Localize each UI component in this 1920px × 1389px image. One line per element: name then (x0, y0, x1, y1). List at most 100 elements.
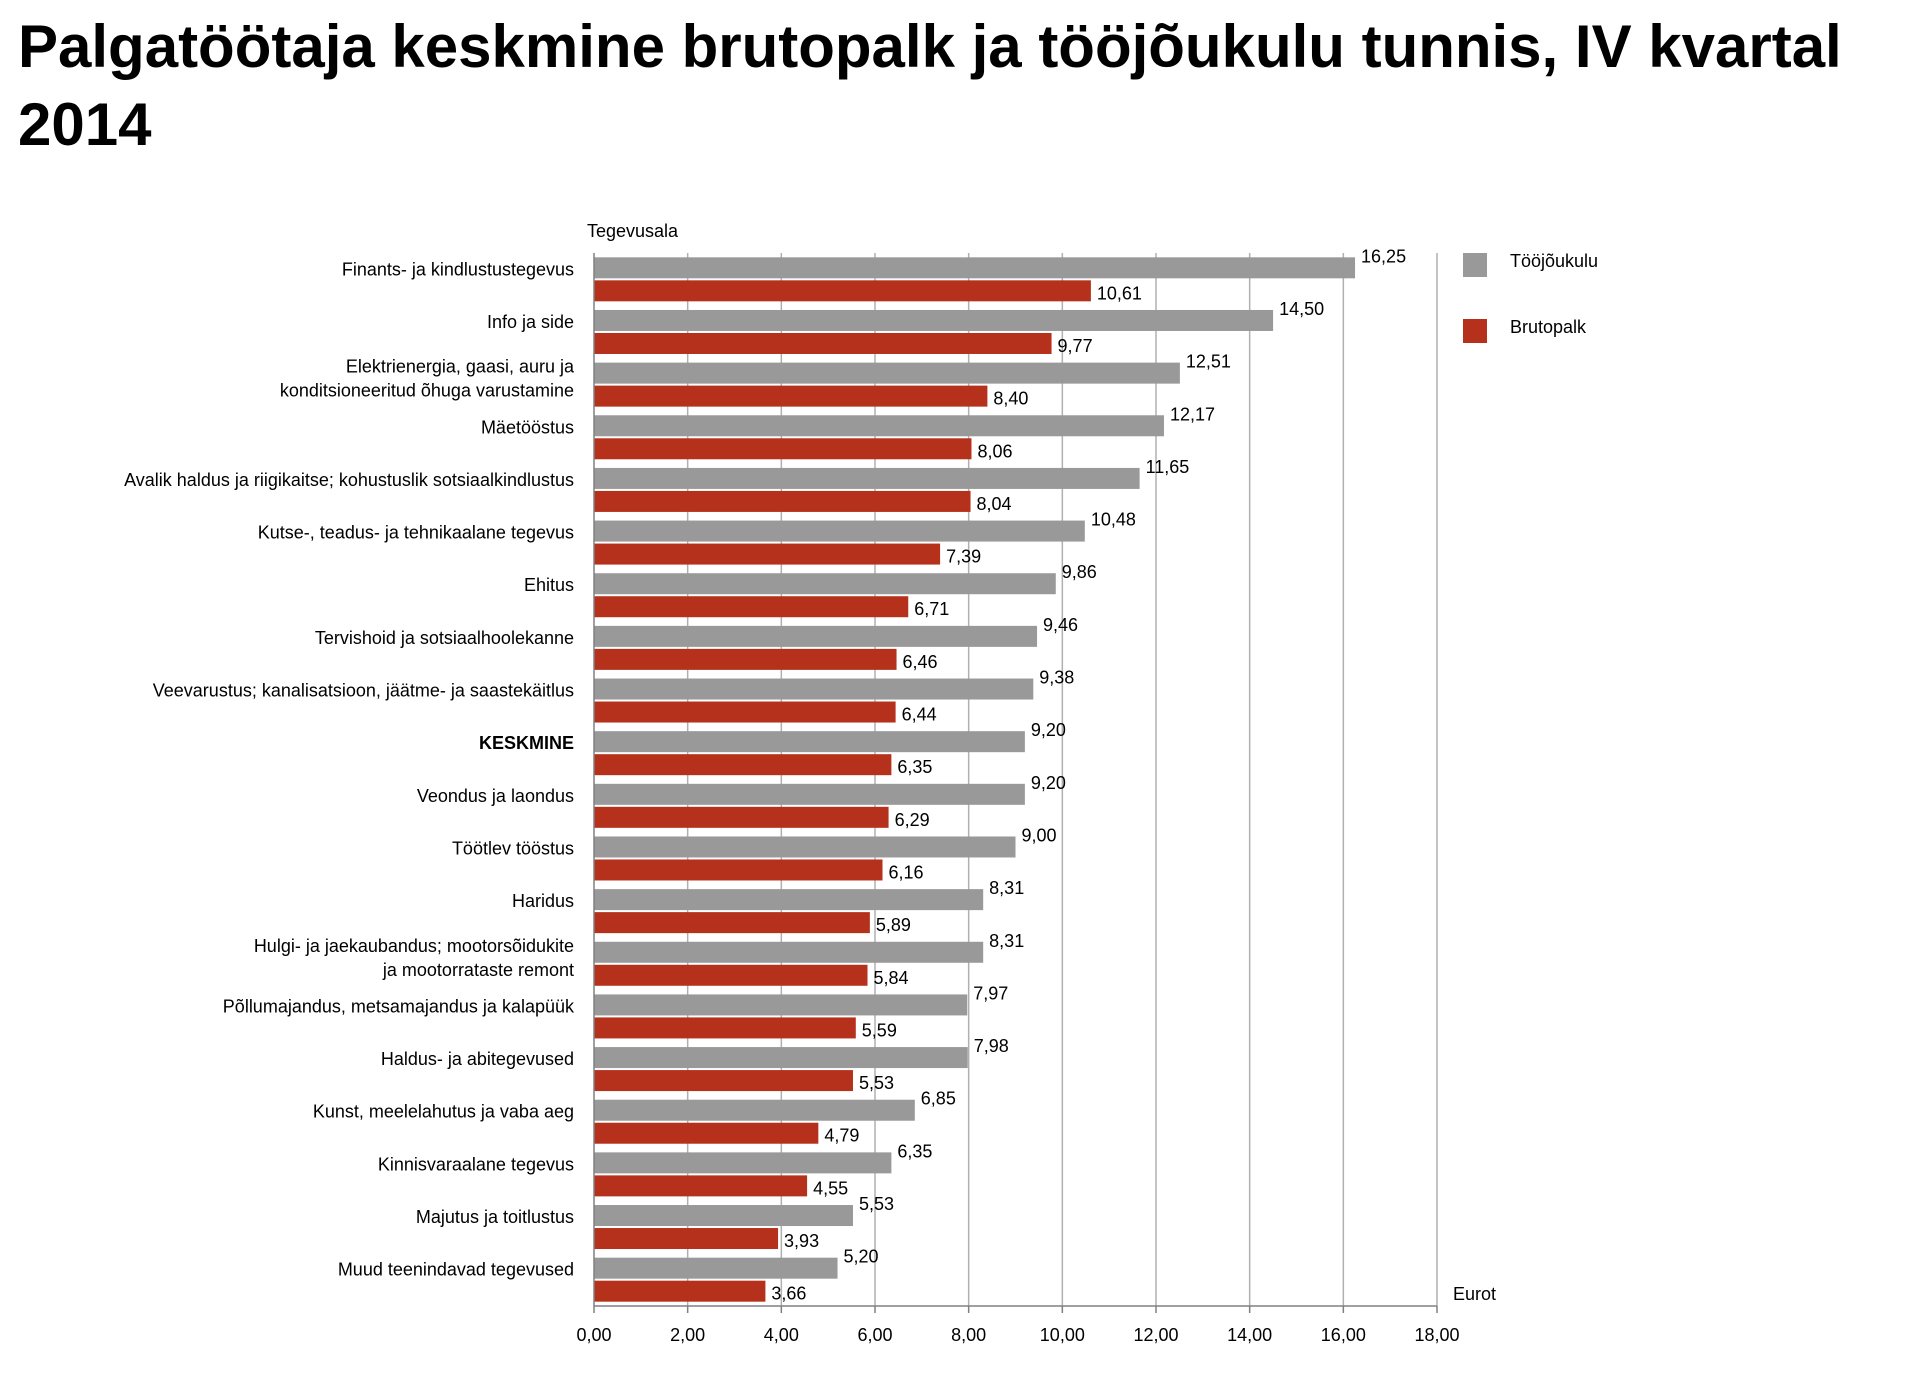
x-tick-label: 14,00 (1227, 1325, 1272, 1345)
y-axis-title: Tegevusala (587, 221, 679, 241)
legend-swatch (1463, 319, 1487, 343)
category-label: Kutse-, teadus- ja tehnikaalane tegevus (258, 523, 574, 543)
data-label: 3,66 (771, 1284, 806, 1304)
x-tick-label: 4,00 (764, 1325, 799, 1345)
data-label: 10,48 (1091, 510, 1136, 530)
x-axis-title: Eurot (1453, 1284, 1496, 1304)
data-label: 7,39 (946, 547, 981, 567)
data-label: 14,50 (1279, 299, 1324, 319)
data-label: 7,97 (973, 983, 1008, 1003)
bar-toojoukulu (594, 1152, 892, 1174)
x-tick-label: 8,00 (951, 1325, 986, 1345)
data-label: 9,20 (1031, 720, 1066, 740)
bar-brutopalk (594, 1017, 856, 1039)
data-label: 6,85 (921, 1089, 956, 1109)
legend-label: Tööjõukulu (1510, 251, 1598, 271)
x-tick-label: 2,00 (670, 1325, 705, 1345)
data-label: 6,35 (897, 757, 932, 777)
bar-toojoukulu (594, 625, 1038, 647)
bar-brutopalk (594, 701, 896, 723)
data-label: 6,46 (903, 652, 938, 672)
data-label: 9,38 (1039, 668, 1074, 688)
bar-brutopalk (594, 596, 909, 618)
data-label: 8,06 (977, 441, 1012, 461)
data-label: 5,59 (862, 1020, 897, 1040)
bar-brutopalk (594, 1228, 779, 1250)
data-label: 7,98 (974, 1036, 1009, 1056)
bar-brutopalk (594, 806, 889, 828)
page-title: Palgatöötaja keskmine brutopalk ja tööjõ… (18, 13, 1842, 158)
bar-toojoukulu (594, 731, 1025, 753)
data-label: 6,71 (914, 599, 949, 619)
category-label: Põllumajandus, metsamajandus ja kalapüük (223, 996, 575, 1016)
bar-brutopalk (594, 280, 1091, 302)
data-label: 6,16 (888, 862, 923, 882)
bars (594, 257, 1356, 1302)
bar-toojoukulu (594, 783, 1025, 805)
data-label: 12,17 (1170, 404, 1215, 424)
bar-toojoukulu (594, 257, 1356, 279)
category-label: Majutus ja toitlustus (416, 1207, 574, 1227)
category-label: Elektrienergia, gaasi, auru ja (346, 357, 575, 377)
data-label: 5,84 (874, 968, 909, 988)
data-label: 12,51 (1186, 352, 1231, 372)
bar-toojoukulu (594, 467, 1140, 489)
category-label: Finants- ja kindlustustegevus (342, 259, 574, 279)
data-label: 8,04 (977, 494, 1012, 514)
data-label: 16,25 (1361, 246, 1406, 266)
data-label: 5,53 (859, 1073, 894, 1093)
bar-toojoukulu (594, 1047, 968, 1069)
category-label: Info ja side (487, 312, 574, 332)
data-label: 5,20 (844, 1247, 879, 1267)
legend: Tööjõukulu Brutopalk (1463, 251, 1598, 343)
data-label: 3,93 (784, 1231, 819, 1251)
x-tick-label: 18,00 (1414, 1325, 1459, 1345)
category-label: KESKMINE (479, 733, 574, 753)
legend-swatch (1463, 253, 1487, 277)
category-label: konditsioneeritud õhuga varustamine (280, 381, 574, 401)
category-labels: 16,25 10,61 Finants- ja kindlustustegevus 1… (124, 246, 1406, 1303)
data-label: 6,35 (897, 1141, 932, 1161)
data-label: 5,89 (876, 915, 911, 935)
bar-brutopalk (594, 438, 972, 460)
category-label: Hulgi- ja jaekaubandus; mootorsõidukite (254, 936, 574, 956)
data-label: 9,20 (1031, 773, 1066, 793)
category-label: Mäetööstus (481, 417, 574, 437)
bar-brutopalk (594, 543, 941, 565)
category-label: Ehitus (524, 575, 574, 595)
data-label: 9,00 (1022, 825, 1057, 845)
bar-brutopalk (594, 332, 1052, 354)
bar-brutopalk (594, 859, 883, 881)
category-label: Töötlev tööstus (452, 838, 574, 858)
bar-toojoukulu (594, 362, 1180, 384)
x-axis: 0,00 2,00 4,00 6,00 8,00 10,00 12,00 14,00 16,00… (576, 221, 1496, 1345)
data-label: 9,86 (1062, 562, 1097, 582)
bar-brutopalk (594, 1070, 853, 1092)
x-tick-label: 6,00 (857, 1325, 892, 1345)
bar-toojoukulu (594, 520, 1085, 542)
bar-toojoukulu (594, 889, 984, 911)
bar-toojoukulu (594, 836, 1016, 858)
bar-toojoukulu (594, 941, 984, 963)
category-label: Avalik haldus ja riigikaitse; kohustusli… (124, 470, 574, 490)
bar-brutopalk (594, 754, 892, 776)
x-tick-label: 0,00 (576, 1325, 611, 1345)
data-label: 6,29 (895, 810, 930, 830)
x-tick-label: 10,00 (1040, 1325, 1085, 1345)
category-label: Muud teenindavad tegevused (338, 1260, 574, 1280)
bar-toojoukulu (594, 1205, 853, 1227)
category-label: Haridus (512, 891, 574, 911)
data-label: 8,31 (989, 878, 1024, 898)
data-label: 4,79 (824, 1126, 859, 1146)
bar-toojoukulu (594, 573, 1056, 595)
category-label: Veondus ja laondus (417, 786, 574, 806)
bar-brutopalk (594, 964, 868, 986)
data-label: 11,65 (1146, 457, 1190, 477)
category-label: Tervishoid ja sotsiaalhoolekanne (315, 628, 574, 648)
x-tick-label: 12,00 (1133, 1325, 1178, 1345)
bar-brutopalk (594, 912, 870, 934)
category-label: ja mootorrataste remont (382, 960, 574, 980)
data-label: 5,53 (859, 1194, 894, 1214)
bar-toojoukulu (594, 1099, 915, 1121)
